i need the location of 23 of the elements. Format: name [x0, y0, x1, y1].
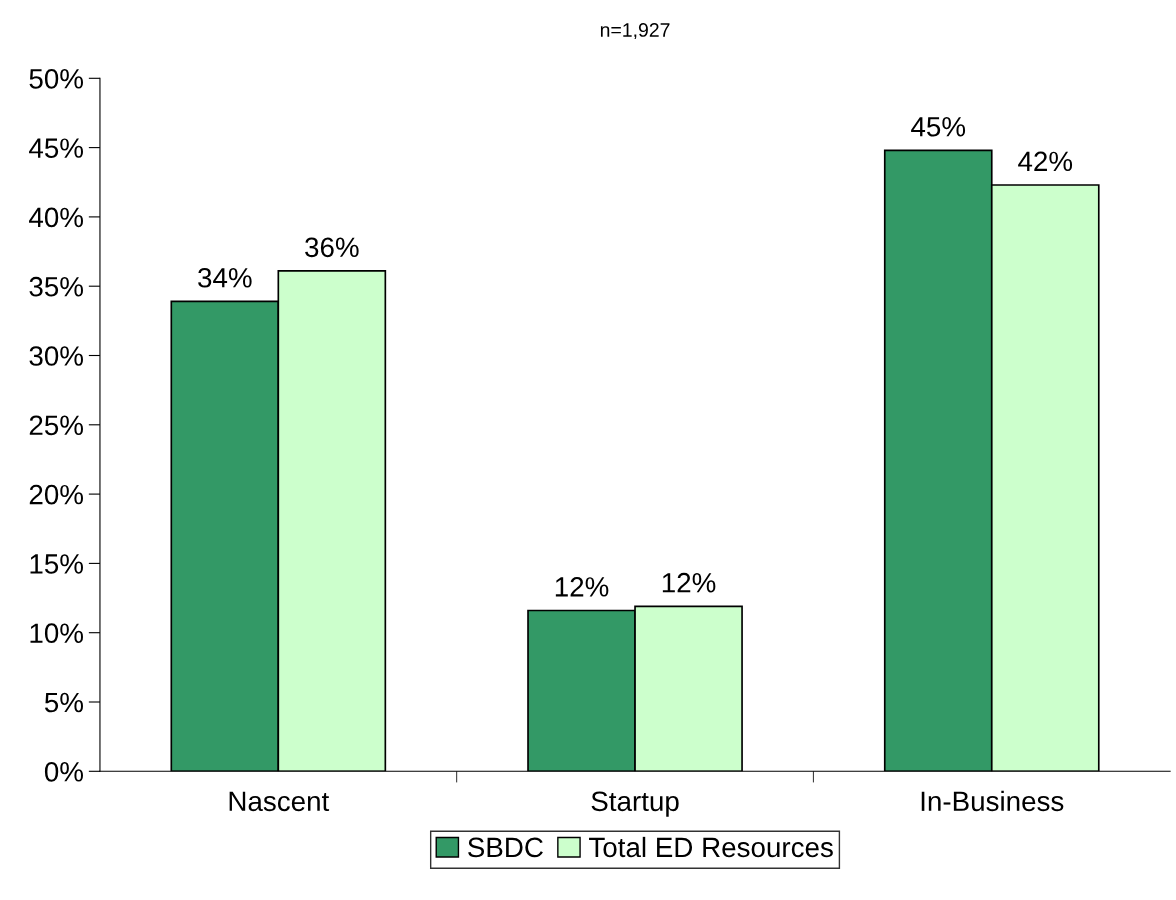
x-tick-label: In-Business [921, 790, 1064, 812]
data-label: 34% [198, 267, 252, 288]
data-label: 42% [1018, 151, 1073, 172]
data-label: 36% [305, 237, 359, 258]
x-tick-label: Nascent [229, 791, 330, 812]
y-tick-label: 30% [29, 346, 83, 366]
y-tick-label: 45% [29, 138, 83, 158]
legend-label: Total ED Resources [589, 836, 833, 858]
y-tick-label: 5% [44, 692, 83, 713]
y-tick-label: 35% [29, 276, 83, 297]
y-tick-label: 0% [44, 761, 83, 782]
data-label: 12% [662, 572, 716, 593]
data-label: 12% [555, 577, 609, 597]
legend-label: SBDC [468, 837, 543, 858]
chart-title: n=1,927 [600, 23, 670, 40]
data-label: 45% [911, 117, 966, 137]
y-tick-label: 20% [29, 484, 83, 505]
y-tick-label: 10% [30, 623, 83, 644]
y-tick-label: 40% [29, 207, 83, 228]
y-tick-label: 15% [30, 554, 83, 574]
y-tick-label: 25% [29, 415, 83, 436]
y-tick-label: 50% [29, 68, 83, 89]
x-tick-label: Startup [591, 791, 679, 817]
